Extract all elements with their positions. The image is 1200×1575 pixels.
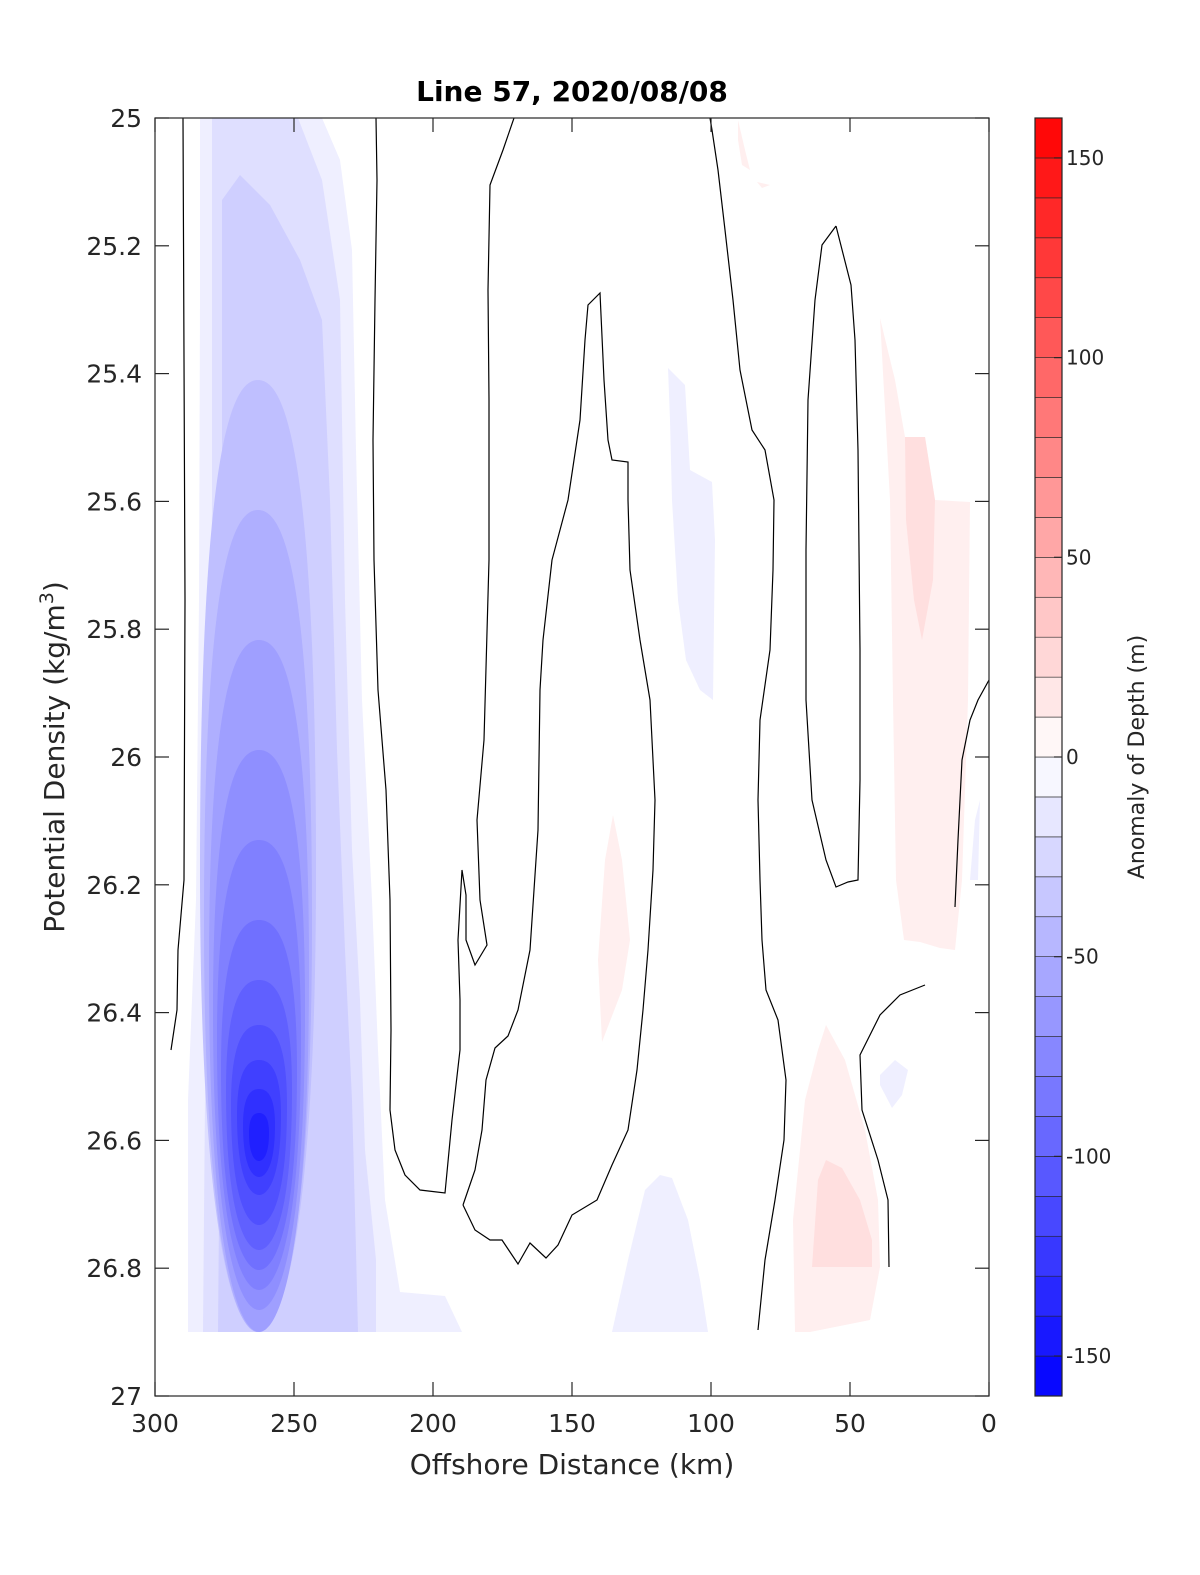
colorbar-band [1034,117,1063,159]
anomaly-patch [880,318,970,950]
x-tick-label: 250 [270,1409,318,1438]
colorbar-frame [1034,117,1063,1397]
contour-lines [170,118,989,1331]
colorbar-ticks: 150 100 50 0 -50 -100 -150 [1054,146,1111,1368]
y-axis-label-superscript: 3 [36,592,58,604]
x-tick-label: 0 [981,1409,997,1438]
colorbar-bands [1034,117,1063,1397]
y-tick-label: 26 [110,743,142,772]
colorbar-band [1034,916,1063,957]
contour-line [170,118,186,1051]
contour-line [462,291,656,1266]
colorbar-band [1034,596,1063,638]
colorbar-band [1034,956,1063,997]
contour-line [805,225,861,888]
colorbar-band [1034,237,1063,279]
x-axis-ticks: 300 250 200 150 100 50 0 [131,118,997,1438]
anomaly-patch [880,1060,908,1108]
anomaly-patch [598,815,630,1042]
x-tick-label: 150 [548,1409,596,1438]
contour-line [372,118,515,1194]
colorbar-tick-label: 100 [1066,346,1104,370]
colorbar-band [1034,277,1063,318]
y-tick-label: 25.4 [86,360,142,389]
colorbar-band [1034,397,1063,438]
colorbar-band [1034,796,1063,838]
anomaly-patch [757,182,770,188]
y-tick-label: 26.8 [86,1254,142,1283]
y-axis-ticks: 25 25.2 25.4 25.6 25.8 26 26.2 26.4 26.6 26.8 27 [86,104,989,1411]
y-axis-label: Potential Density (kg/m3) [36,581,71,933]
colorbar: 150 100 50 0 -50 -100 -150 Anomaly of Depth (m… [1034,117,1150,1397]
colorbar-band [1034,357,1063,398]
colorbar-tick-label: -150 [1066,1344,1111,1368]
y-tick-label: 25.8 [86,615,142,644]
anomaly-patch [812,1160,872,1267]
colorbar-band [1034,1156,1063,1197]
y-tick-label: 25.6 [86,487,142,516]
y-axis-label-main: Potential Density (kg/m [38,604,71,933]
colorbar-band [1034,157,1063,199]
y-tick-label: 27 [110,1382,142,1411]
anomaly-patch [970,800,980,880]
colorbar-band [1034,1275,1063,1317]
colorbar-band [1034,836,1063,878]
colorbar-band [1034,317,1063,358]
colorbar-band [1034,1196,1063,1237]
colorbar-band [1034,437,1063,478]
colorbar-band [1034,1315,1063,1357]
x-axis-label: Offshore Distance (km) [410,1448,735,1481]
colorbar-tick-label: 50 [1066,545,1091,569]
contour-line [709,118,787,1331]
colorbar-band [1034,477,1063,518]
contour-line [859,984,926,1268]
anomaly-fills [188,118,980,1332]
x-tick-label: 300 [131,1409,179,1438]
colorbar-tick-label: 150 [1066,146,1104,170]
colorbar-band [1034,876,1063,918]
y-tick-label: 26.6 [86,1126,142,1155]
x-tick-label: 200 [409,1409,457,1438]
colorbar-band [1034,676,1063,718]
plot-area: 300 250 200 150 100 50 0 2525.225.425.625.8262… [86,104,997,1438]
colorbar-band [1034,517,1063,558]
anomaly-patch [668,368,715,700]
colorbar-band [1034,557,1063,598]
colorbar-label: Anomaly of Depth (m) [1125,635,1150,879]
colorbar-tick-label: 0 [1066,745,1079,769]
colorbar-band [1034,1235,1063,1277]
x-tick-label: 100 [687,1409,735,1438]
colorbar-band [1034,716,1063,758]
colorbar-tick-label: -50 [1066,945,1099,969]
anomaly-band [249,1113,269,1161]
y-tick-label: 26.4 [86,999,142,1028]
contour-line [954,679,989,908]
y-tick-label: 26.2 [86,871,142,900]
colorbar-band [1034,1076,1063,1117]
plot-frame [154,117,990,1397]
anomaly-patch [612,1175,708,1332]
colorbar-band [1034,1036,1063,1077]
x-tick-label: 50 [834,1409,866,1438]
chart-title: Line 57, 2020/08/08 [416,75,728,108]
colorbar-band [1034,636,1063,678]
anomaly-patch [905,437,935,640]
colorbar-band [1034,756,1063,798]
y-axis-label-suffix: ) [38,581,71,592]
y-tick-label: 25.2 [86,232,142,261]
colorbar-band [1034,1355,1063,1397]
colorbar-band [1034,197,1063,239]
colorbar-band [1034,1116,1063,1157]
colorbar-tick-label: -100 [1066,1144,1111,1168]
anomaly-patch [738,120,750,170]
colorbar-band [1034,996,1063,1037]
y-tick-label: 25 [110,104,142,133]
